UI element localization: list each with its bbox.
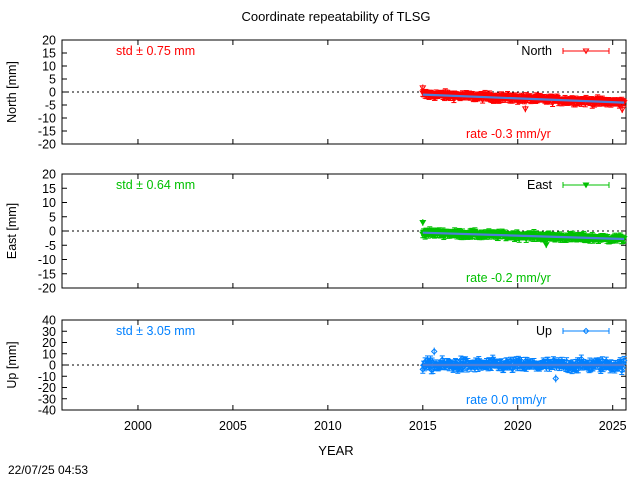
outlier-point bbox=[430, 348, 438, 355]
y-tick-label: 30 bbox=[42, 325, 56, 339]
legend-label: East bbox=[527, 178, 553, 192]
rate-annotation: rate 0.0 mm/yr bbox=[466, 393, 547, 407]
outlier-point bbox=[618, 107, 626, 114]
y-tick-label: -10 bbox=[38, 112, 56, 126]
data-point bbox=[620, 357, 628, 364]
outlier-point bbox=[419, 219, 427, 226]
y-tick-label: 0 bbox=[49, 86, 56, 100]
y-tick-label: -20 bbox=[38, 138, 56, 152]
y-tick-label: 10 bbox=[42, 196, 56, 210]
legend-label: Up bbox=[536, 324, 552, 338]
x-tick-label: 2005 bbox=[219, 419, 247, 433]
y-tick-label: 20 bbox=[42, 34, 56, 48]
y-tick-label: 20 bbox=[42, 168, 56, 182]
std-annotation: std ± 0.64 mm bbox=[116, 178, 195, 192]
outlier-point bbox=[552, 375, 560, 382]
y-tick-label: 15 bbox=[42, 47, 56, 61]
y-tick-label: 5 bbox=[49, 73, 56, 87]
y-tick-label: -15 bbox=[38, 125, 56, 139]
y-tick-label: 0 bbox=[49, 225, 56, 239]
trend-line bbox=[422, 231, 625, 241]
y-axis-label: East [mm] bbox=[5, 203, 19, 259]
y-tick-label: 0 bbox=[49, 359, 56, 373]
y-tick-label: -20 bbox=[38, 381, 56, 395]
std-annotation: std ± 3.05 mm bbox=[116, 324, 195, 338]
x-tick-label: 2015 bbox=[409, 419, 437, 433]
x-tick-label: 2025 bbox=[599, 419, 627, 433]
legend: North bbox=[521, 44, 610, 58]
rate-annotation: rate -0.2 mm/yr bbox=[466, 271, 551, 285]
outlier-point bbox=[521, 106, 529, 113]
y-tick-label: 10 bbox=[42, 347, 56, 361]
timestamp: 22/07/25 04:53 bbox=[8, 463, 88, 477]
x-tick-label: 2010 bbox=[314, 419, 342, 433]
legend: East bbox=[527, 178, 610, 192]
legend-marker bbox=[582, 48, 590, 55]
legend-marker bbox=[582, 182, 590, 189]
legend: Up bbox=[536, 324, 610, 338]
y-tick-label: 40 bbox=[42, 314, 56, 328]
legend-marker bbox=[582, 327, 590, 335]
y-tick-label: -5 bbox=[45, 239, 56, 253]
legend-label: North bbox=[521, 44, 552, 58]
y-tick-label: -5 bbox=[45, 99, 56, 113]
x-tick-label: 2020 bbox=[504, 419, 532, 433]
data-point bbox=[578, 355, 585, 363]
y-tick-label: 10 bbox=[42, 60, 56, 74]
y-tick-label: -30 bbox=[38, 392, 56, 406]
outlier-point bbox=[419, 85, 427, 92]
y-axis-label: Up [mm] bbox=[5, 341, 19, 388]
data-points bbox=[419, 84, 628, 114]
y-tick-label: -15 bbox=[38, 267, 56, 281]
chart-title: Coordinate repeatability of TLSG bbox=[241, 9, 430, 24]
y-tick-label: 15 bbox=[42, 182, 56, 196]
rate-annotation: rate -0.3 mm/yr bbox=[466, 127, 551, 141]
std-annotation: std ± 0.75 mm bbox=[116, 44, 195, 58]
y-tick-label: -20 bbox=[38, 282, 56, 296]
y-axis-label: North [mm] bbox=[5, 61, 19, 123]
x-axis-label: YEAR bbox=[318, 443, 353, 458]
y-tick-label: 20 bbox=[42, 336, 56, 350]
y-tick-label: -40 bbox=[38, 404, 56, 418]
trend-line bbox=[422, 93, 625, 104]
y-tick-label: 5 bbox=[49, 210, 56, 224]
y-tick-label: -10 bbox=[38, 370, 56, 384]
y-tick-label: -10 bbox=[38, 253, 56, 267]
x-tick-label: 2000 bbox=[124, 419, 152, 433]
outlier-point bbox=[542, 242, 550, 249]
